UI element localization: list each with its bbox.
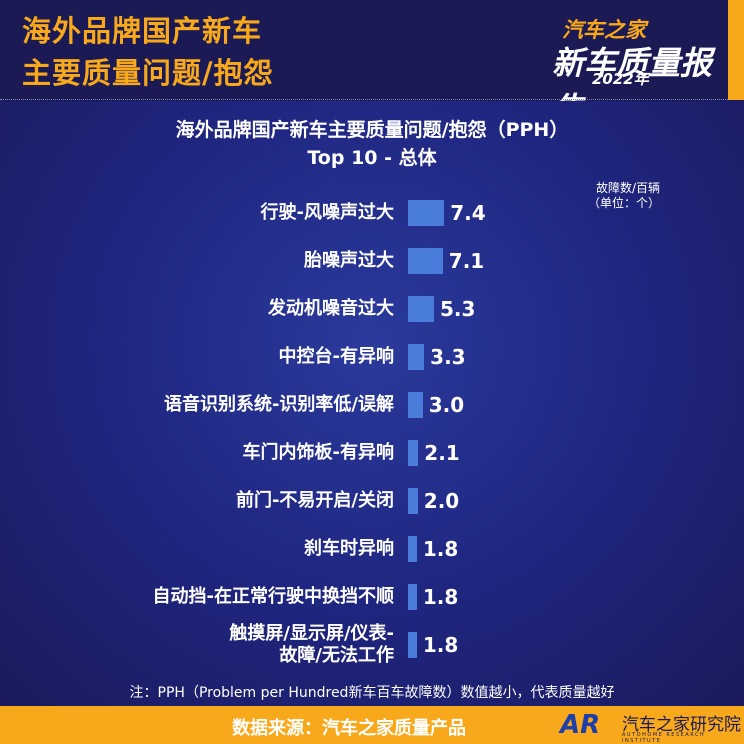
value-label: 2.1 (424, 441, 460, 465)
bar (408, 296, 434, 322)
unit-sub: （单位：个） (587, 196, 660, 210)
bar (408, 440, 419, 466)
value-label: 1.8 (422, 585, 459, 609)
logo-year: 2022年 (592, 70, 649, 88)
footer: 数据来源：汽车之家质量产品 AR 汽车之家研究院 AUTOHOME RESEAR… (0, 706, 744, 744)
chart-area: 海外品牌国产新车主要质量问题/抱怨（PPH） Top 10 - 总体 故障数/百… (0, 101, 744, 706)
logo-title: 新车质量报告 (552, 44, 713, 128)
value-label: 7.4 (450, 201, 486, 225)
value-label: 3.3 (430, 345, 466, 369)
bar (408, 344, 425, 370)
chart-note: 注：PPH（Problem per Hundred新车百车故障数）数值越小，代表… (129, 685, 615, 701)
value-label: 7.1 (448, 249, 485, 273)
category-label: 中控台-有异响 (278, 346, 394, 367)
header-title-1: 海外品牌国产新车 (22, 14, 263, 48)
category-label: 刹车时异响 (304, 538, 394, 559)
unit-label: 故障数/百辆 (595, 181, 660, 195)
bar (408, 488, 418, 514)
value-label: 3.0 (428, 393, 465, 417)
divider (0, 99, 728, 100)
category-label: 行驶-风噪声过大 (260, 202, 394, 223)
bar (408, 392, 423, 418)
bar (408, 632, 417, 658)
value-label: 1.8 (422, 633, 459, 657)
bar (408, 248, 443, 274)
accent-bar (728, 0, 744, 100)
logo-brand: 汽车之家 (562, 18, 646, 42)
bar (408, 584, 417, 610)
chart-title: 海外品牌国产新车主要质量问题/抱怨（PPH） (175, 119, 569, 141)
category-label: 自动挡-在正常行驶中换挡不顺 (152, 586, 394, 607)
category-label: 发动机噪音过大 (268, 298, 394, 319)
category-label: 触摸屏/显示屏/仪表- 故障/无法工作 (229, 623, 394, 666)
header: 海外品牌国产新车 主要质量问题/抱怨 汽车之家 新车质量报告 2022年 (0, 0, 744, 128)
chart-subtitle: Top 10 - 总体 (307, 147, 437, 169)
data-source: 数据来源：汽车之家质量产品 (232, 718, 466, 739)
value-label: 5.3 (439, 297, 476, 321)
category-label: 胎噪声过大 (304, 250, 394, 271)
bar (408, 536, 417, 562)
org-name: 汽车之家研究院 (622, 715, 741, 735)
category-label: 语音识别系统-识别率低/误解 (163, 394, 394, 415)
org-name-en: AUTOHOME RESEARCH INSTITUTE (622, 732, 706, 744)
value-label: 1.8 (422, 537, 459, 561)
header-title-2: 主要质量问题/抱怨 (22, 56, 274, 90)
org-logo: AR (560, 710, 601, 740)
report-logo: 汽车之家 新车质量报告 2022年 (548, 14, 726, 128)
category-label: 车门内饰板-有异响 (242, 442, 394, 463)
value-label: 2.0 (423, 489, 460, 513)
category-label: 前门-不易开启/关闭 (235, 490, 394, 511)
bar (408, 200, 445, 226)
